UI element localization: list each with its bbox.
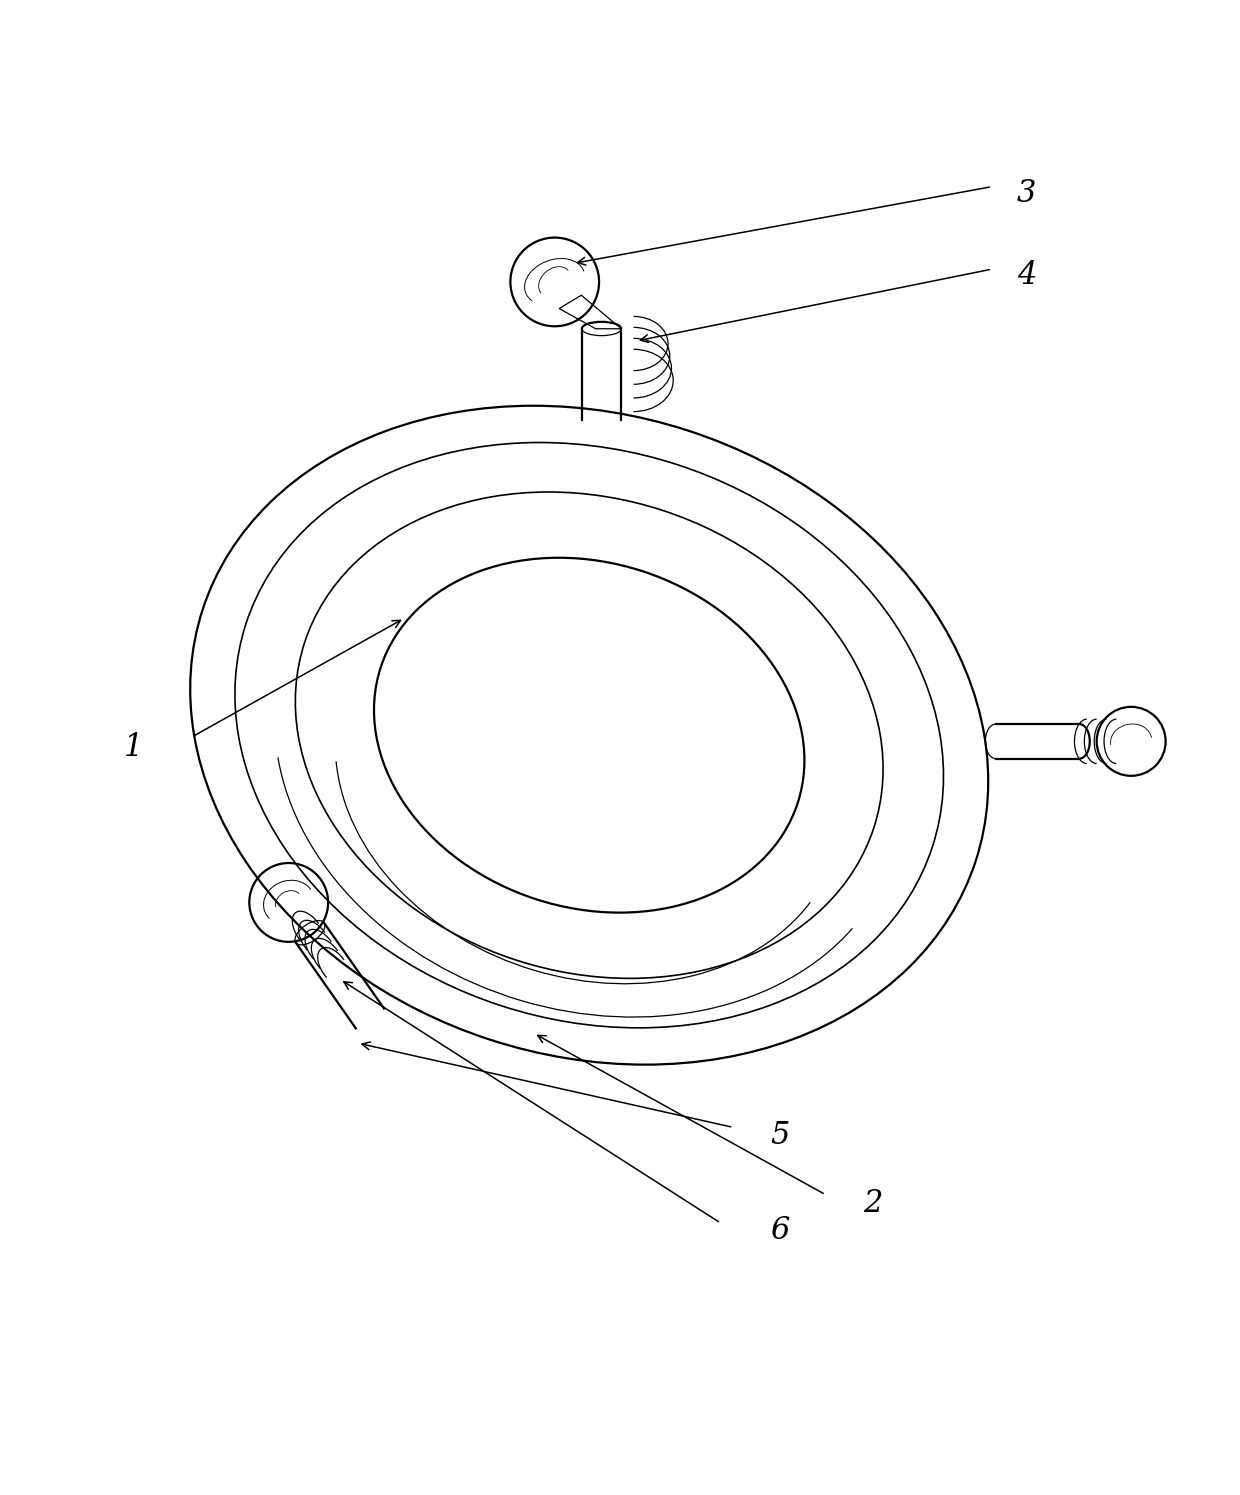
Text: 1: 1 xyxy=(124,733,143,762)
Text: 4: 4 xyxy=(1017,260,1037,292)
Text: 6: 6 xyxy=(770,1215,790,1245)
Text: 5: 5 xyxy=(770,1120,790,1151)
Text: 2: 2 xyxy=(863,1187,882,1218)
Text: 3: 3 xyxy=(1017,178,1037,209)
